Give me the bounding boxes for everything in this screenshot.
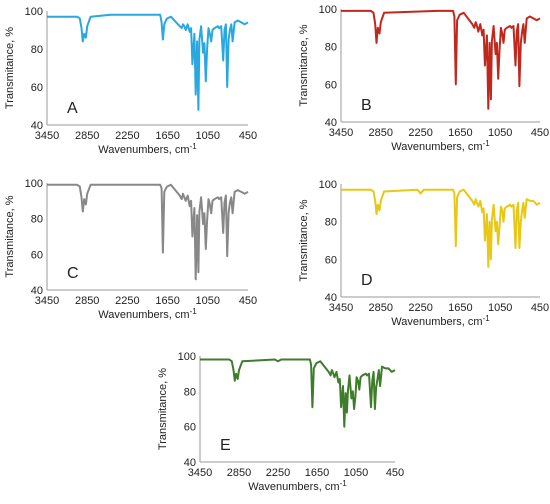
x-tick-label: 450 [239, 130, 257, 142]
y-axis-label: Transmitance, % [157, 368, 169, 450]
y-tick-label: 60 [31, 82, 43, 94]
x-tick-label: 2850 [75, 295, 99, 307]
y-axis-label: Transmitance, % [298, 199, 310, 281]
x-tick-label: 2250 [115, 130, 139, 142]
x-axis-label: Wavenumbers, cm-1 [98, 142, 197, 156]
spectrum-line-a [47, 13, 249, 111]
x-tick-label: 1050 [488, 127, 512, 139]
x-tick-label: 3450 [329, 302, 353, 314]
x-tick-label: 450 [531, 127, 549, 139]
y-axis-label: Transmitance, % [4, 195, 16, 277]
x-axis-label-unit-exponent: -1 [340, 479, 348, 488]
y-tick-label: 80 [184, 386, 196, 398]
x-axis-label: Wavenumbers, cm-1 [391, 139, 490, 153]
x-tick-label: 1050 [196, 130, 220, 142]
y-axis-label: Transmitance, % [298, 24, 310, 106]
panel-label: E [220, 437, 231, 454]
y-tick-label: 40 [31, 285, 43, 297]
x-tick-label: 1650 [305, 467, 329, 479]
x-tick-label: 1650 [448, 127, 472, 139]
x-tick-label: 3450 [35, 295, 59, 307]
spectrum-line-e [200, 358, 396, 428]
x-tick-label: 3450 [329, 127, 353, 139]
panel-b: 40 60 80 100 3450 2850 2250 1650 1050 450 Wavenumb… [298, 4, 549, 153]
y-tick-label: 80 [325, 217, 337, 229]
x-tick-label: 2250 [115, 295, 139, 307]
x-tick-label: 3450 [35, 130, 59, 142]
y-tick-label: 100 [25, 178, 43, 190]
x-axis-label: Wavenumbers, cm-1 [98, 307, 197, 321]
x-tick-label: 2250 [408, 302, 432, 314]
x-tick-label: 1050 [344, 467, 368, 479]
y-tick-label: 40 [325, 292, 337, 304]
panel-label: C [67, 265, 79, 282]
y-tick-label: 100 [319, 179, 337, 191]
x-axis-label-text: Wavenumbers, cm [391, 141, 482, 153]
x-tick-label: 450 [386, 467, 404, 479]
x-tick-label: 1650 [448, 302, 472, 314]
x-axis-label: Wavenumbers, cm-1 [391, 314, 490, 328]
x-tick-label: 2850 [75, 130, 99, 142]
x-tick-label: 2850 [369, 302, 393, 314]
x-tick-label: 2250 [408, 127, 432, 139]
x-axis-label-unit-exponent: -1 [483, 314, 491, 323]
x-tick-label: 1650 [155, 130, 179, 142]
spectrum-line-b [341, 9, 541, 110]
panel-label: A [67, 100, 78, 117]
panel-label: B [361, 97, 372, 114]
x-tick-label: 3450 [188, 467, 212, 479]
x-axis-label-unit-exponent: -1 [483, 139, 491, 148]
x-axis-label: Wavenumbers, cm-1 [248, 479, 347, 493]
x-tick-label: 450 [531, 302, 549, 314]
y-tick-label: 80 [325, 42, 337, 54]
x-tick-label: 1050 [196, 295, 220, 307]
x-axis-label-unit-exponent: -1 [190, 142, 198, 151]
y-tick-label: 80 [31, 214, 43, 226]
y-tick-label: 40 [31, 120, 43, 132]
y-tick-label: 60 [31, 249, 43, 261]
x-axis-label-text: Wavenumbers, cm [98, 309, 189, 321]
y-tick-label: 100 [319, 4, 337, 16]
panel-e: 40 60 80 100 3450 2850 2250 1650 1050 450 Wavenumb… [157, 351, 404, 493]
panel-label: D [361, 272, 373, 289]
panel-c: 40 60 80 100 3450 2850 2250 1650 1050 450 Wavenumb… [4, 178, 257, 321]
x-tick-label: 2250 [266, 467, 290, 479]
x-tick-label: 450 [239, 295, 257, 307]
y-tick-label: 60 [325, 254, 337, 266]
x-tick-label: 1650 [155, 295, 179, 307]
y-tick-label: 100 [25, 6, 43, 18]
x-axis-label-text: Wavenumbers, cm [391, 316, 482, 328]
y-tick-label: 60 [184, 422, 196, 434]
y-tick-label: 80 [31, 44, 43, 56]
spectrum-line-c [47, 183, 249, 281]
y-axis-label: Transmitance, % [4, 27, 16, 109]
y-tick-label: 40 [184, 457, 196, 469]
y-tick-label: 100 [178, 351, 196, 363]
spectrum-line-d [341, 188, 541, 268]
panel-a: 40 60 80 100 3450 2850 2250 1650 1050 450 Wavenumb… [4, 6, 257, 156]
x-tick-label: 2850 [369, 127, 393, 139]
y-tick-label: 40 [325, 117, 337, 129]
x-axis-label-text: Wavenumbers, cm [98, 144, 189, 156]
x-tick-label: 1050 [488, 302, 512, 314]
x-axis-label-text: Wavenumbers, cm [248, 481, 339, 493]
panel-d: 40 60 80 100 3450 2850 2250 1650 1050 450 Wavenumb… [298, 179, 549, 328]
x-axis-label-unit-exponent: -1 [190, 307, 198, 316]
y-tick-label: 60 [325, 79, 337, 91]
x-tick-label: 2850 [227, 467, 251, 479]
